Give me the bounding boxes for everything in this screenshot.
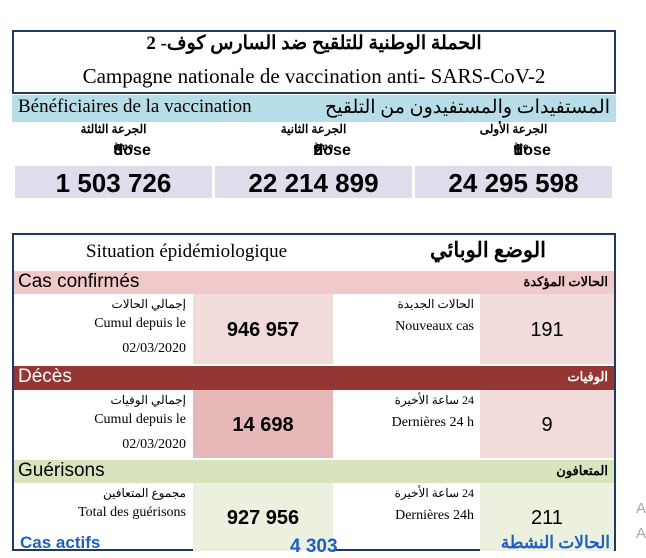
left-label-fr: Total des guérisons: [78, 505, 186, 520]
header-box: [12, 30, 616, 94]
side-letter: A: [636, 525, 646, 542]
dose-value: 1 503 726: [15, 166, 212, 198]
section-title-ar: الحالات المؤكدة: [523, 274, 608, 289]
left-label-ar: إجمالي الحالات: [111, 297, 186, 311]
dose-label-ar: الجرعة الثانية: [280, 122, 347, 136]
left-label-ar: إجمالي الوفيات: [110, 393, 186, 407]
section-title-fr: Guérisons: [18, 460, 105, 481]
section-band: [14, 366, 614, 390]
situation-fr: Situation épidémiologique: [86, 241, 288, 262]
section-band: [14, 460, 614, 483]
dose-label-ar: الجرعة الثالثة: [80, 122, 147, 136]
left-label-ar: مجموع المتعافين: [103, 486, 186, 500]
dose-number: 1: [513, 142, 523, 159]
right-label-fr: Dernières 24h: [395, 508, 474, 523]
dose-number: 3: [113, 142, 123, 159]
right-value-cell: 211: [480, 483, 614, 551]
side-letter: A: [636, 500, 646, 517]
section-band: [14, 271, 614, 294]
left-value-cell: 927 956: [193, 483, 333, 551]
dose-suffix: ère: [513, 142, 529, 153]
right-label-ar: 24 ساعة الأخيرة: [394, 393, 474, 407]
section-title-ar: الوفيات: [567, 369, 608, 384]
section-title-ar: المتعافون: [556, 463, 608, 478]
dose-value: 22 214 899: [215, 166, 412, 198]
dose-number: 2: [313, 142, 323, 159]
dose-label-ar: الجرعة الأولى: [479, 122, 548, 136]
beneficiaries-ar: المستفيدات والمستفيدون من التلقيح: [324, 97, 610, 118]
active-value: 4 303: [290, 536, 338, 557]
left-value-cell: 946 957: [193, 294, 333, 364]
left-date: 02/03/2020: [122, 341, 186, 356]
beneficiaries-band: [12, 95, 616, 122]
dose-word: dose: [513, 142, 551, 159]
left-label-fr: Cumul depuis le: [94, 316, 186, 331]
beneficiaries-fr: Bénéficiaires de la vaccination: [18, 96, 252, 117]
dose-suffix: ème: [113, 142, 134, 153]
right-value-cell: 191: [480, 294, 614, 364]
situation-ar: الوضع الوبائي: [429, 238, 546, 262]
active-fr: Cas actifs: [20, 533, 101, 552]
dose-word: dose: [113, 142, 151, 159]
right-label-fr: Nouveaux cas: [395, 319, 474, 334]
right-label-ar: 24 ساعة الأخيرة: [394, 486, 474, 500]
section-title-fr: Cas confirmés: [18, 271, 140, 292]
section-title-fr: Décès: [18, 366, 72, 387]
dose-suffix: ème: [313, 142, 334, 153]
title-ar: الحملة الوطنية للتلقيح ضد السارس كوف- 2: [146, 33, 482, 54]
title-fr: Campagne nationale de vaccination anti- …: [82, 64, 546, 88]
right-label-fr: Dernières 24 h: [391, 415, 474, 430]
active-ar: الحالات النشطة: [500, 533, 610, 552]
dose-word: dose: [313, 142, 351, 159]
left-label-fr: Cumul depuis le: [94, 412, 186, 427]
right-label-ar: الحالات الجديدة: [397, 297, 475, 311]
right-value-cell: 9: [480, 390, 614, 458]
left-value-cell: 14 698: [193, 390, 333, 458]
dose-value: 24 295 598: [415, 166, 612, 198]
left-date: 02/03/2020: [122, 437, 186, 452]
